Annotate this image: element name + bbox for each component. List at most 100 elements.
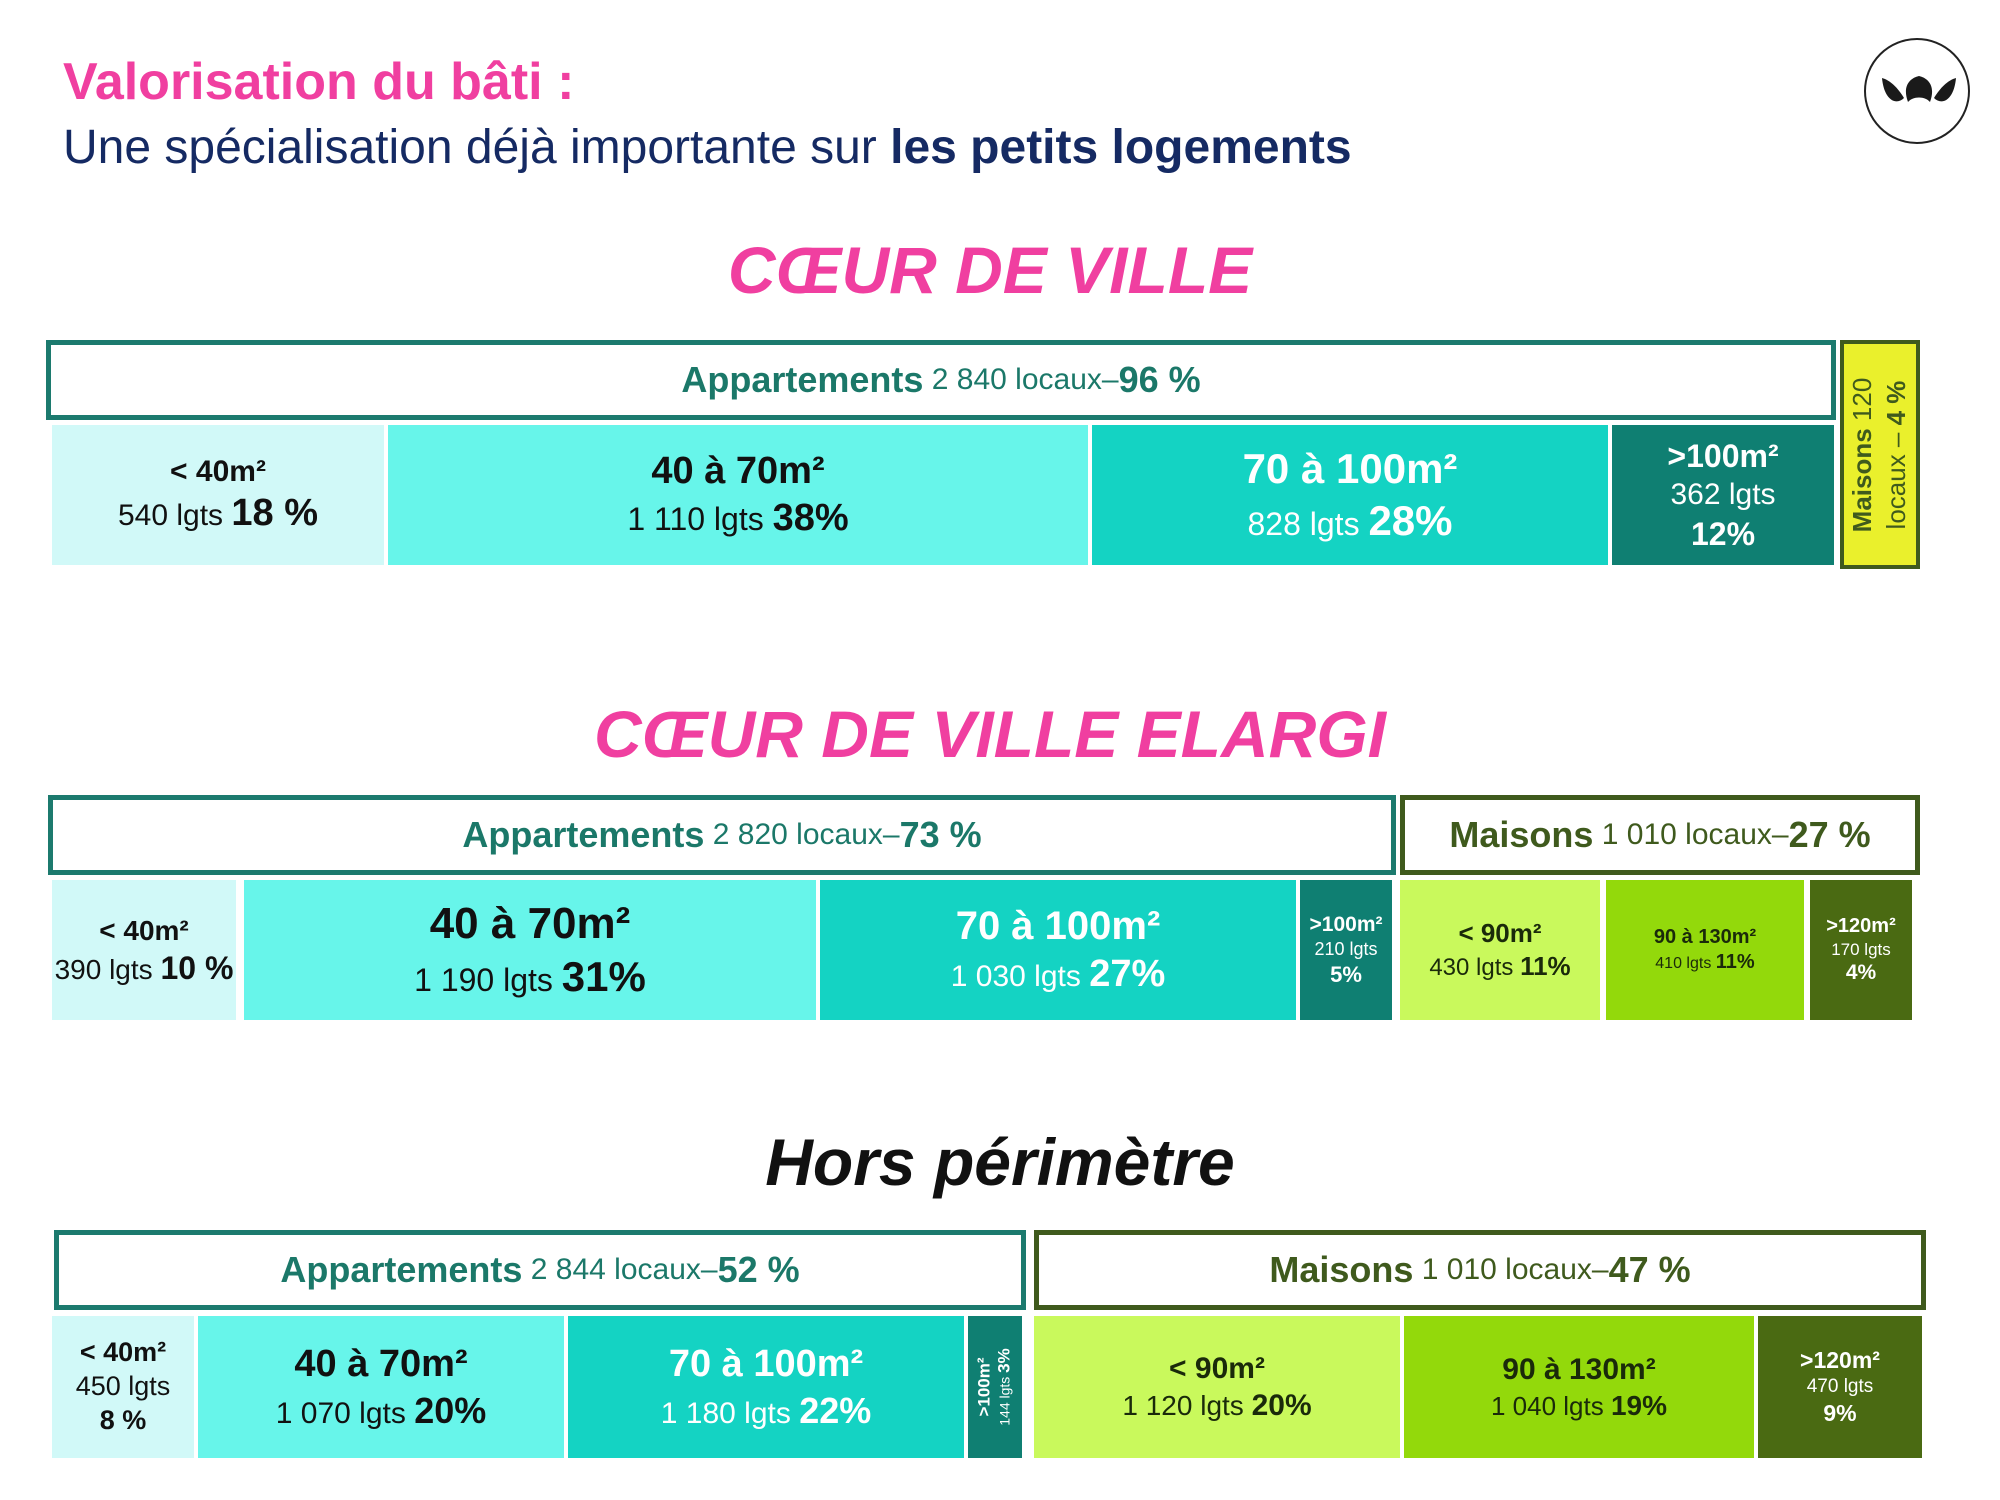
header-appartements: Appartements 2 840 locaux – 96 %	[46, 340, 1836, 420]
segment-percent: 4%	[1845, 961, 1877, 984]
segment-count: 1 120 lgts	[1122, 1390, 1244, 1421]
segment-label: < 40m²	[99, 914, 189, 946]
group-name: Maisons	[1847, 427, 1878, 532]
segment-count: 828 lgts	[1247, 506, 1360, 542]
group-sep: –	[1881, 424, 1911, 454]
section-title-coeur-de-ville-elargi: CŒUR DE VILLE ELARGI	[593, 697, 1387, 771]
group-name: Appartements	[681, 359, 924, 400]
group-name: Appartements	[462, 814, 705, 855]
segment-percent: 9%	[1823, 1399, 1857, 1426]
group-detail: 2 840 locaux	[931, 363, 1102, 396]
segment-percent: 38%	[772, 497, 849, 539]
segment-label: 70 à 100m²	[668, 1342, 864, 1385]
segment-percent: 10 %	[160, 949, 234, 986]
segment-percent: 20%	[414, 1390, 487, 1432]
segment-lt40: < 40m² 540 lgts 18 %	[52, 425, 384, 565]
page-title: Valorisation du bâti :	[63, 53, 575, 111]
segment-label: >120m²	[1826, 914, 1896, 937]
segment-label: >120m²	[1800, 1347, 1880, 1374]
segment-label: 90 à 130m²	[1502, 1352, 1656, 1386]
group-percent: 4 %	[1881, 380, 1911, 425]
logo-icon	[1882, 76, 1956, 102]
segment-percent: 8 %	[99, 1404, 147, 1435]
segment-label: >100m²	[1309, 912, 1383, 936]
group-sep: –	[1771, 818, 1789, 851]
segment-70-100: 70 à 100m² 1 030 lgts 27%	[820, 880, 1296, 1020]
segment-gt120: >120m² 470 lgts 9%	[1758, 1316, 1922, 1458]
segment-40-70: 40 à 70m² 1 110 lgts 38%	[388, 425, 1088, 565]
group-name: Maisons	[1449, 814, 1594, 855]
segment-label: 90 à 130m²	[1653, 926, 1757, 948]
segment-count: 210 lgts	[1314, 939, 1378, 960]
segment-label: >100m²	[974, 1357, 994, 1417]
segment-count: 390 lgts	[54, 953, 153, 985]
segment-percent: 12%	[1690, 515, 1756, 552]
segment-count: 1 190 lgts	[414, 962, 553, 999]
group-name: Maisons	[1269, 1249, 1414, 1290]
section-title-coeur-de-ville: CŒUR DE VILLE	[727, 233, 1253, 307]
group-percent: 47 %	[1608, 1249, 1691, 1290]
segment-count: 470 lgts	[1806, 1376, 1874, 1398]
segment-90-130: 90 à 130m² 410 lgts 11%	[1606, 880, 1804, 1020]
segment-percent: 5%	[1330, 961, 1362, 987]
segment-label: < 90m²	[1169, 1351, 1265, 1385]
section-title-hors-perimetre: Hors périmètre	[765, 1125, 1235, 1199]
segment-70-100: 70 à 100m² 1 180 lgts 22%	[568, 1316, 964, 1458]
group-detail: 1 010 locaux	[1421, 1253, 1592, 1286]
segment-count: 1 070 lgts	[275, 1397, 406, 1431]
segment-label: >100m²	[1667, 438, 1779, 475]
group-detail: 2 844 locaux	[530, 1253, 701, 1286]
segment-count: 430 lgts	[1429, 953, 1514, 981]
page-subtitle: Une spécialisation déjà importante sur l…	[63, 120, 1352, 175]
segment-count: 170 lgts	[1831, 939, 1891, 959]
segment-lt90: < 90m² 430 lgts 11%	[1400, 880, 1600, 1020]
segment-lt40: < 40m² 390 lgts 10 %	[52, 880, 236, 1020]
segment-label: < 40m²	[79, 1337, 167, 1368]
segment-label: 70 à 100m²	[1242, 444, 1458, 492]
subtitle-prefix: Une spécialisation déjà importante sur	[63, 121, 891, 174]
group-sep: –	[700, 1253, 718, 1286]
segment-count: 1 040 lgts	[1490, 1391, 1604, 1422]
header-appartements: Appartements 2 844 locaux – 52 %	[54, 1230, 1026, 1310]
segment-percent: 28%	[1368, 497, 1453, 544]
group-detail: 120	[1847, 377, 1878, 421]
segment-40-70: 40 à 70m² 1 190 lgts 31%	[244, 880, 816, 1020]
logo	[1864, 38, 1970, 144]
group-percent: 27 %	[1788, 814, 1871, 855]
segment-percent: 22%	[799, 1390, 872, 1432]
header-maisons: Maisons 1 010 locaux – 47 %	[1034, 1230, 1926, 1310]
segment-gt120: >120m² 170 lgts 4%	[1810, 880, 1912, 1020]
segment-90-130: 90 à 130m² 1 040 lgts 19%	[1404, 1316, 1754, 1458]
segment-lt90: < 90m² 1 120 lgts 20%	[1034, 1316, 1400, 1458]
segment-percent: 11%	[1520, 950, 1571, 981]
subtitle-bold: les petits logements	[890, 121, 1352, 174]
segment-label: 40 à 70m²	[651, 449, 825, 492]
header-maisons: Maisons 1 010 locaux – 27 %	[1400, 795, 1920, 875]
group-detail2: locaux	[1881, 453, 1911, 529]
group-percent: 73 %	[899, 814, 982, 855]
segment-percent: 3%	[995, 1348, 1014, 1373]
segment-percent: 27%	[1089, 953, 1166, 996]
segment-label: < 40m²	[170, 454, 266, 488]
segment-percent: 31%	[561, 953, 646, 1001]
segment-label: 40 à 70m²	[294, 1342, 468, 1385]
maisons-vertical-label: Maisons 120 locaux – 4 %	[1846, 377, 1914, 532]
group-detail: 1 010 locaux	[1601, 818, 1772, 851]
group-name: Appartements	[280, 1249, 523, 1290]
group-percent: 52 %	[717, 1249, 800, 1290]
group-sep: –	[1101, 363, 1119, 396]
segment-gt100: >100m² 362 lgts 12%	[1612, 425, 1834, 565]
segment-count: 410 lgts	[1655, 955, 1712, 972]
group-sep: –	[1591, 1253, 1609, 1286]
segment-gt100: >100m² 210 lgts 5%	[1300, 880, 1392, 1020]
segment-70-100: 70 à 100m² 828 lgts 28%	[1092, 425, 1608, 565]
segment-count: 1 180 lgts	[660, 1397, 791, 1431]
group-detail: 2 820 locaux	[712, 818, 883, 851]
segment-label: < 90m²	[1458, 918, 1542, 949]
segment-vertical-label: >100m² 144 lgts 3%	[975, 1348, 1016, 1426]
segment-percent: 19%	[1610, 1390, 1668, 1422]
segment-count: 1 110 lgts	[627, 501, 764, 537]
header-appartements: Appartements 2 820 locaux – 73 %	[48, 795, 1396, 875]
segment-percent: 18 %	[231, 492, 319, 534]
segment-count: 1 030 lgts	[950, 960, 1081, 994]
